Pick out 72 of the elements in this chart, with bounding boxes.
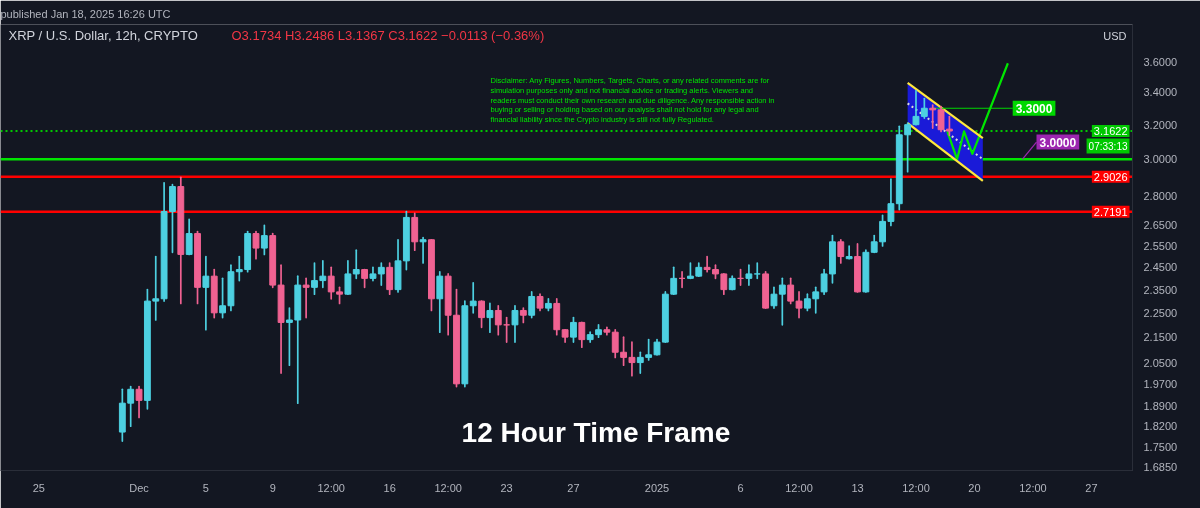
annotation: 3.3000 (1015, 101, 1053, 116)
y-tick-label: 2.0500 (1143, 356, 1178, 369)
annotation: 07:33:13 (1088, 140, 1128, 152)
x-tick-label: 12:00 (317, 481, 345, 494)
candlestick (469, 281, 477, 314)
ref-line-label: 3.1622 (1093, 125, 1128, 138)
candlestick (570, 316, 577, 343)
candlestick (285, 307, 293, 367)
x-tick-label: 5 (202, 481, 209, 494)
candlestick (152, 255, 160, 321)
candlestick (344, 260, 352, 296)
x-tick-label: 2025 (644, 481, 670, 494)
candlestick (386, 262, 394, 296)
candlestick (202, 255, 210, 331)
candlestick (528, 291, 536, 319)
x-tick-label: 27 (567, 481, 580, 494)
y-tick-label: 3.6000 (1143, 55, 1178, 68)
x-tick-label: 25 (32, 481, 45, 494)
candlestick (837, 238, 845, 264)
x-tick-label: 12:00 (902, 481, 930, 494)
candlestick (486, 302, 494, 334)
x-tick-label: 16 (383, 481, 396, 494)
annotation: 12 Hour Time Frame (461, 417, 731, 449)
y-tick-label: 1.6850 (1143, 461, 1178, 474)
text: published Jan 18, 2025 16:26 UTC (0, 7, 171, 20)
candlestick (302, 277, 310, 319)
y-tick-label: 2.4500 (1143, 261, 1178, 274)
ref-line-label: 2.7191 (1093, 205, 1128, 218)
annotation: 3.0000 (1039, 135, 1077, 150)
candlestick (252, 230, 260, 260)
candlestick (753, 262, 761, 280)
candlestick (478, 300, 485, 329)
candlestick (494, 304, 502, 336)
x-tick-label: Dec (129, 481, 150, 494)
y-tick-label: 1.8200 (1143, 420, 1178, 433)
x-tick-label: 23 (500, 481, 513, 494)
candlestick (185, 218, 193, 256)
candlestick (419, 236, 427, 264)
x-tick-label: 9 (269, 481, 276, 494)
chart-subtitle: O3.1734 H3.2486 L3.1367 C3.1622 −0.0113 (−0.36%) (231, 28, 545, 44)
candlestick (436, 270, 444, 334)
y-tick-label: 2.6500 (1143, 219, 1178, 232)
y-tick-label: 2.3500 (1143, 283, 1178, 296)
y-tick-label: 3.4000 (1143, 86, 1178, 99)
y-tick-label: 2.5500 (1143, 239, 1178, 252)
x-tick-label: 20 (968, 481, 981, 494)
y-tick-label: 2.2500 (1143, 306, 1178, 319)
x-tick-label: 13 (851, 481, 864, 494)
candlestick (135, 385, 143, 419)
x-tick-label: 12:00 (434, 481, 462, 494)
chart-title: XRP / U.S. Dollar, 12h, CRYPTO (8, 28, 198, 44)
candlestick (578, 321, 586, 349)
y-tick-label: 1.7500 (1143, 441, 1178, 454)
y-tick-label: 2.1500 (1143, 331, 1178, 344)
y-tick-label: 1.9700 (1143, 377, 1178, 390)
candlestick (720, 273, 728, 296)
line-series (946, 62, 1009, 161)
y-tick-label: 2.8000 (1143, 190, 1178, 203)
y-axis-title: USD (1103, 29, 1127, 42)
candlestick (260, 224, 268, 256)
ref-line-label: 2.9026 (1093, 170, 1128, 183)
y-tick-label: 1.8900 (1143, 399, 1178, 412)
candlestick (511, 304, 519, 343)
x-tick-label: 27 (1085, 481, 1098, 494)
candlestick (352, 249, 360, 280)
x-tick-label: 6 (737, 481, 744, 494)
x-tick-label: 12:00 (785, 481, 813, 494)
candlestick (845, 245, 853, 260)
x-tick-label: 12:00 (1019, 481, 1047, 494)
y-tick-label: 3.2000 (1143, 118, 1178, 131)
y-tick-label: 3.0000 (1143, 153, 1178, 166)
candlestick (745, 264, 753, 286)
